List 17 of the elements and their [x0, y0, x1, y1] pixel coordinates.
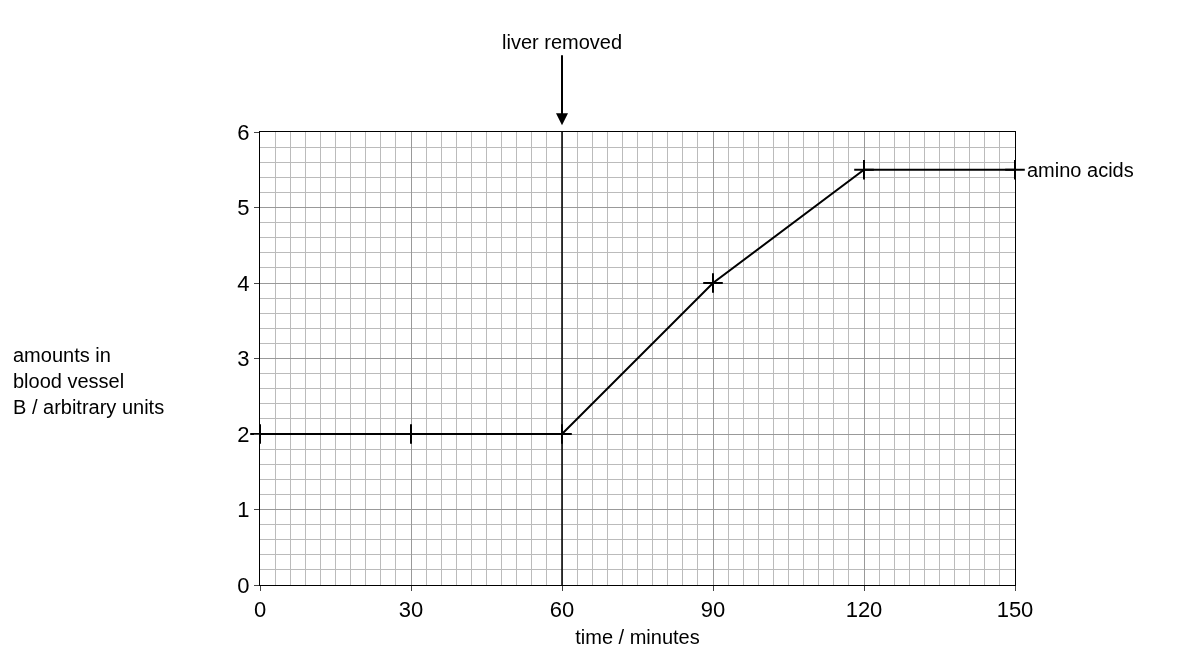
x-tick-label: 30: [398, 597, 424, 623]
y-tick-label: 3: [237, 346, 250, 372]
x-tick-label: 150: [996, 597, 1034, 623]
y-tick-label: 2: [237, 421, 250, 447]
x-tick-label: 120: [845, 597, 883, 623]
y-tick-label: 0: [237, 572, 250, 598]
x-tick-label: 0: [253, 597, 267, 623]
y-tick-label: 1: [237, 497, 250, 523]
series-label: amino acids: [1027, 159, 1134, 181]
x-tick-label: 90: [700, 597, 726, 623]
y-tick-label: 4: [237, 270, 250, 296]
y-axis-title: amounts in blood vessel B / arbitrary units: [13, 344, 165, 418]
ref-line-label: liver removed: [502, 31, 623, 53]
y-tick-label: 6: [237, 119, 250, 145]
x-tick-label: 60: [549, 597, 575, 623]
x-axis-title: time / minutes: [575, 625, 700, 648]
y-tick-label: 5: [237, 195, 250, 221]
